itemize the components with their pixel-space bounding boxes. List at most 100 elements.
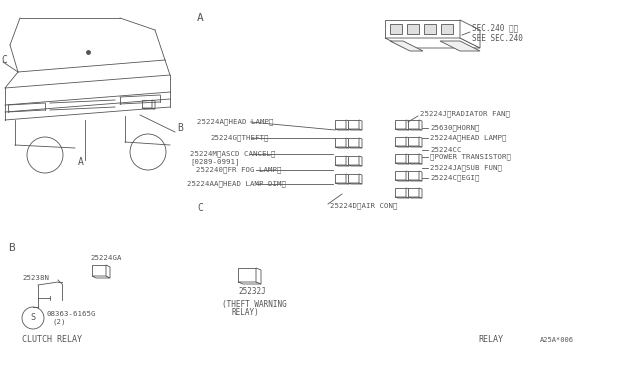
Polygon shape xyxy=(92,265,106,276)
Polygon shape xyxy=(152,100,155,109)
Text: [0289-0991]: [0289-0991] xyxy=(190,158,239,166)
Polygon shape xyxy=(440,41,480,51)
Bar xyxy=(390,24,402,34)
Text: 25238N: 25238N xyxy=(22,275,49,281)
Polygon shape xyxy=(395,163,409,164)
Text: SEE SEC.240: SEE SEC.240 xyxy=(472,33,523,42)
Polygon shape xyxy=(408,197,422,198)
Text: 25224GA: 25224GA xyxy=(90,255,122,261)
Polygon shape xyxy=(395,146,409,147)
Polygon shape xyxy=(406,188,409,198)
Polygon shape xyxy=(408,146,422,147)
Polygon shape xyxy=(256,268,261,284)
Polygon shape xyxy=(408,171,419,180)
Text: C: C xyxy=(197,203,203,213)
Text: 25224G〈THEFT〉: 25224G〈THEFT〉 xyxy=(210,135,269,141)
Polygon shape xyxy=(348,147,362,148)
Polygon shape xyxy=(395,171,406,180)
Polygon shape xyxy=(348,138,359,147)
Polygon shape xyxy=(335,129,349,130)
Polygon shape xyxy=(335,156,346,165)
Polygon shape xyxy=(142,100,152,108)
Polygon shape xyxy=(142,108,155,109)
Polygon shape xyxy=(419,120,422,130)
Polygon shape xyxy=(406,120,409,130)
Text: (THEFT WARNING: (THEFT WARNING xyxy=(222,301,287,310)
Polygon shape xyxy=(385,20,460,38)
Polygon shape xyxy=(238,268,256,282)
Polygon shape xyxy=(390,41,423,51)
Text: B: B xyxy=(177,123,183,133)
Polygon shape xyxy=(395,129,409,130)
Text: 08363-6165G: 08363-6165G xyxy=(46,311,95,317)
Polygon shape xyxy=(92,276,110,278)
Polygon shape xyxy=(395,197,409,198)
Bar xyxy=(407,24,419,34)
Polygon shape xyxy=(359,156,362,166)
Text: RELAY): RELAY) xyxy=(232,308,260,317)
Text: A: A xyxy=(197,13,204,23)
Polygon shape xyxy=(395,180,409,181)
Text: RELAY: RELAY xyxy=(478,336,503,344)
Polygon shape xyxy=(335,138,346,147)
Polygon shape xyxy=(348,156,359,165)
Polygon shape xyxy=(395,120,406,129)
Polygon shape xyxy=(395,154,406,163)
Polygon shape xyxy=(335,165,349,166)
Polygon shape xyxy=(395,188,406,197)
Polygon shape xyxy=(408,154,419,163)
Text: C: C xyxy=(1,55,7,65)
Polygon shape xyxy=(346,174,349,184)
Text: A25A*006: A25A*006 xyxy=(540,337,574,343)
Polygon shape xyxy=(335,174,346,183)
Polygon shape xyxy=(408,120,419,129)
Polygon shape xyxy=(419,188,422,198)
Polygon shape xyxy=(419,154,422,164)
Polygon shape xyxy=(335,147,349,148)
Text: 25224D〈AIR CON〉: 25224D〈AIR CON〉 xyxy=(330,203,397,209)
Polygon shape xyxy=(335,120,346,129)
Text: 25224AA〈HEAD LAMP DIM〉: 25224AA〈HEAD LAMP DIM〉 xyxy=(187,181,286,187)
Polygon shape xyxy=(395,137,406,146)
Bar xyxy=(441,24,453,34)
Polygon shape xyxy=(385,38,480,48)
Text: 25224A〈HEAD LAMP〉: 25224A〈HEAD LAMP〉 xyxy=(430,135,506,141)
Polygon shape xyxy=(335,183,349,184)
Text: 25224A〈HEAD LAMP〉: 25224A〈HEAD LAMP〉 xyxy=(197,119,273,125)
Polygon shape xyxy=(346,156,349,166)
Polygon shape xyxy=(106,265,110,278)
Text: SEC.240 参照: SEC.240 参照 xyxy=(472,23,518,32)
Polygon shape xyxy=(419,137,422,147)
Polygon shape xyxy=(359,174,362,184)
Text: CLUTCH RELAY: CLUTCH RELAY xyxy=(22,336,82,344)
Text: 25224JA〈SUB FUN〉: 25224JA〈SUB FUN〉 xyxy=(430,165,502,171)
Polygon shape xyxy=(348,165,362,166)
Text: (2): (2) xyxy=(52,319,65,325)
Polygon shape xyxy=(348,174,359,183)
Polygon shape xyxy=(408,137,419,146)
Polygon shape xyxy=(346,138,349,148)
Polygon shape xyxy=(419,171,422,181)
Text: 〈POWER TRANSISTOR〉: 〈POWER TRANSISTOR〉 xyxy=(430,154,511,160)
Text: A: A xyxy=(78,157,84,167)
Polygon shape xyxy=(348,129,362,130)
Text: B: B xyxy=(8,243,15,253)
Text: 25224C〈EGI〉: 25224C〈EGI〉 xyxy=(430,175,479,181)
Polygon shape xyxy=(238,282,261,284)
Polygon shape xyxy=(460,20,480,48)
Polygon shape xyxy=(408,188,419,197)
Polygon shape xyxy=(346,120,349,130)
Polygon shape xyxy=(406,171,409,181)
Polygon shape xyxy=(408,129,422,130)
Polygon shape xyxy=(359,120,362,130)
Text: 25224M〈ASCD CANCEL〉: 25224M〈ASCD CANCEL〉 xyxy=(190,151,275,157)
Text: 25224CC: 25224CC xyxy=(430,147,461,153)
Text: 252240〈FR FOG LAMP〉: 252240〈FR FOG LAMP〉 xyxy=(196,167,282,173)
Text: 25224J〈RADIATOR FAN〉: 25224J〈RADIATOR FAN〉 xyxy=(420,111,510,117)
Polygon shape xyxy=(408,163,422,164)
Polygon shape xyxy=(348,120,359,129)
Polygon shape xyxy=(406,154,409,164)
Text: 25232J: 25232J xyxy=(238,288,266,296)
Text: 25630〈HORN〉: 25630〈HORN〉 xyxy=(430,125,479,131)
Polygon shape xyxy=(408,180,422,181)
